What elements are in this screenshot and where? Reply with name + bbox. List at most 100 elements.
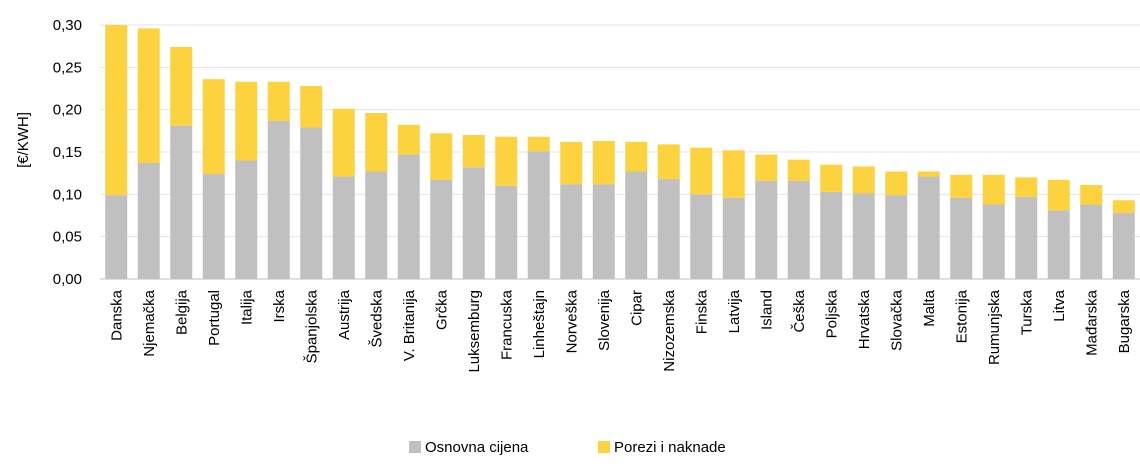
bar-porezi-i-naknade-slovenija — [592, 140, 615, 185]
bar-porezi-i-naknade-svedska — [365, 113, 388, 172]
x-tick-label-francuska: Francuska — [498, 289, 515, 360]
y-tick-label: 0,00 — [53, 271, 82, 288]
x-tick-label-svedska: Švedska — [368, 289, 385, 347]
y-axis-ticks: 0,00 0,05 0,10 0,15 0,20 0,25 0,30 — [53, 17, 82, 288]
x-tick-label-ceska: Češka — [791, 289, 808, 332]
bar-osnovna-cijena-slovacka — [885, 195, 908, 279]
bar-porezi-i-naknade-v-britanija — [397, 124, 420, 155]
legend-swatch-osnovna-cijena — [409, 441, 421, 453]
y-axis-title: [€/KWH] — [15, 112, 32, 168]
bar-osnovna-cijena-luksemburg — [462, 167, 485, 279]
bar-osnovna-cijena-slovenija — [592, 184, 615, 279]
bar-porezi-i-naknade-nizozemska — [657, 144, 680, 180]
x-tick-label-luksemburg: Luksemburg — [466, 290, 483, 373]
x-tick-label-finska: Finska — [693, 289, 710, 334]
bar-porezi-i-naknade-belgija — [170, 47, 193, 126]
bar-osnovna-cijena-svedska — [365, 171, 388, 279]
bar-osnovna-cijena-njemacka — [137, 163, 160, 279]
bar-porezi-i-naknade-turska — [1015, 177, 1038, 197]
x-tick-label-slovenija: Slovenija — [596, 289, 613, 351]
bar-porezi-i-naknade-francuska — [495, 136, 518, 186]
x-tick-label-norveska: Norveška — [563, 289, 580, 353]
bar-porezi-i-naknade-poljska — [820, 164, 843, 192]
bar-porezi-i-naknade-slovacka — [885, 171, 908, 196]
bar-porezi-i-naknade-hrvatska — [852, 166, 875, 194]
legend-swatch-porezi-i-naknade — [598, 441, 610, 453]
x-tick-label-danska: Danska — [108, 289, 125, 341]
bar-porezi-i-naknade-irska — [267, 81, 290, 121]
bar-porezi-i-naknade-norveska — [560, 141, 583, 185]
x-tick-label-v-britanija: V. Britanija — [401, 289, 418, 361]
bar-osnovna-cijena-bugarska — [1112, 212, 1135, 279]
bar-osnovna-cijena-italija — [235, 160, 258, 279]
x-tick-label-nizozemska: Nizozemska — [661, 289, 678, 371]
bar-porezi-i-naknade-danska — [105, 25, 128, 196]
bar-porezi-i-naknade-island — [755, 154, 778, 181]
bar-osnovna-cijena-austrija — [332, 176, 355, 279]
bar-osnovna-cijena-francuska — [495, 185, 518, 279]
bar-porezi-i-naknade-spanjolska — [300, 85, 323, 128]
y-tick-label: 0,30 — [53, 17, 82, 34]
x-tick-label-italija: Italija — [238, 289, 255, 325]
bar-porezi-i-naknade-estonija — [950, 174, 973, 198]
x-tick-label-poljska: Poljska — [823, 289, 840, 338]
bar-osnovna-cijena-norveska — [560, 184, 583, 279]
bar-osnovna-cijena-irska — [267, 120, 290, 279]
bar-osnovna-cijena-portugal — [202, 174, 225, 279]
y-tick-label: 0,05 — [53, 229, 82, 246]
bar-porezi-i-naknade-litva — [1047, 179, 1070, 211]
y-tick-label: 0,25 — [53, 59, 82, 76]
x-tick-label-portugal: Portugal — [206, 290, 223, 346]
x-tick-label-ma-arska: Mađarska — [1083, 289, 1100, 356]
bar-osnovna-cijena-island — [755, 180, 778, 279]
bar-osnovna-cijena-litva — [1047, 210, 1070, 279]
x-tick-label-turska: Turska — [1018, 289, 1035, 335]
bar-porezi-i-naknade-bugarska — [1112, 200, 1135, 213]
bar-porezi-i-naknade-njemacka — [137, 28, 160, 164]
bar-osnovna-cijena-cipar — [625, 171, 648, 279]
bar-porezi-i-naknade-grcka — [430, 133, 453, 180]
bar-porezi-i-naknade-rumunjska — [982, 174, 1005, 205]
bars — [105, 25, 1135, 280]
x-tick-label-latvija: Latvija — [726, 289, 743, 333]
x-tick-label-litva: Litva — [1051, 289, 1068, 321]
bar-osnovna-cijena-hrvatska — [852, 193, 875, 279]
x-tick-label-rumunjska: Rumunjska — [986, 289, 1003, 365]
bar-osnovna-cijena-malta — [917, 176, 940, 279]
bar-osnovna-cijena-grcka — [430, 179, 453, 279]
bar-osnovna-cijena-rumunjska — [982, 204, 1005, 279]
bar-porezi-i-naknade-ceska — [787, 159, 810, 181]
x-tick-label-linhestajn: Linheštajn — [531, 290, 548, 358]
bar-porezi-i-naknade-cipar — [625, 141, 648, 172]
bar-porezi-i-naknade-luksemburg — [462, 135, 485, 168]
bar-porezi-i-naknade-malta — [917, 171, 940, 177]
x-tick-label-austrija: Austrija — [336, 289, 353, 340]
bar-porezi-i-naknade-latvija — [722, 150, 745, 198]
bar-porezi-i-naknade-italija — [235, 81, 258, 161]
bar-porezi-i-naknade-finska — [690, 147, 713, 195]
bar-osnovna-cijena-linhestajn — [527, 151, 550, 279]
legend-label-porezi-i-naknade: Porezi i naknade — [614, 439, 726, 456]
x-axis-category-labels: Danska Njemačka Belgija Portugal Italija Irsk… — [108, 289, 1133, 372]
bar-porezi-i-naknade-linhestajn — [527, 136, 550, 152]
x-tick-label-cipar: Cipar — [628, 290, 645, 326]
bar-osnovna-cijena-poljska — [820, 191, 843, 279]
x-tick-label-island: Island — [758, 290, 775, 330]
y-tick-label: 0,10 — [53, 186, 82, 203]
x-tick-label-estonija: Estonija — [953, 289, 970, 343]
bar-osnovna-cijena-belgija — [170, 125, 193, 280]
legend: Osnovna cijena Porezi i naknade — [409, 439, 726, 456]
x-tick-label-belgija: Belgija — [173, 289, 190, 335]
bar-osnovna-cijena-ma-arska — [1080, 204, 1103, 279]
x-tick-label-bugarska: Bugarska — [1116, 289, 1133, 353]
x-tick-label-malta: Malta — [921, 289, 938, 326]
x-tick-label-grcka: Grčka — [433, 289, 450, 330]
x-tick-label-spanjolska: Španjolska — [303, 289, 320, 363]
bar-osnovna-cijena-turska — [1015, 196, 1038, 279]
bar-porezi-i-naknade-portugal — [202, 79, 225, 175]
bar-osnovna-cijena-latvija — [722, 197, 745, 279]
bar-osnovna-cijena-finska — [690, 194, 713, 279]
bar-osnovna-cijena-spanjolska — [300, 127, 323, 280]
x-tick-label-irska: Irska — [271, 289, 288, 322]
